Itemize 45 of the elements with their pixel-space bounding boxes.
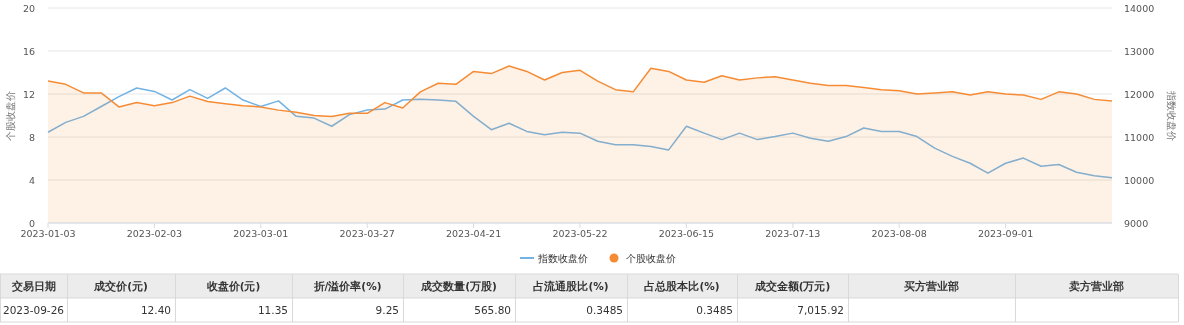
- y-tick-label: 20: [22, 2, 35, 14]
- x-tick-label: 2023-03-27: [339, 228, 395, 239]
- text: 11.35: [257, 304, 288, 316]
- x-tick-label: 2023-04-21: [445, 228, 502, 239]
- text: 折/溢价率(%): [312, 280, 382, 292]
- y2-tick-label: 10000: [1124, 174, 1155, 186]
- x-tick-label: 2023-01-03: [20, 228, 76, 239]
- y-tick-label: 4: [28, 174, 35, 186]
- x-tick-label: 2023-05-22: [552, 228, 608, 239]
- text: 7,015.92: [797, 304, 844, 316]
- y-tick-label: 0: [28, 217, 35, 229]
- text: 12.40: [140, 304, 171, 316]
- text: 交易日期: [10, 280, 56, 292]
- text: 占流通股比(%): [533, 280, 609, 292]
- y2-tick-label: 14000: [1124, 2, 1155, 14]
- text: 0.3485: [586, 304, 623, 316]
- text: 成交数量(万股): [420, 280, 497, 292]
- y-tick-label: 8: [28, 131, 35, 143]
- legend-label: 指数收盘价: [537, 253, 588, 264]
- text: 成交金额(万元): [753, 280, 831, 292]
- x-tick-label: 2023-03-01: [233, 228, 289, 239]
- x-tick-label: 2023-07-13: [765, 228, 821, 239]
- y-tick-label: 16: [22, 45, 35, 57]
- y2-tick-label: 12000: [1124, 88, 1155, 100]
- y2-tick-label: 13000: [1124, 45, 1155, 57]
- text: 卖方营业部: [1069, 280, 1124, 292]
- text: 565.80: [474, 304, 511, 316]
- text: 9.25: [375, 304, 399, 316]
- line-series: [47, 87, 1113, 179]
- y-axis-title: 个股收盘价: [5, 90, 16, 141]
- x-tick-label: 2023-02-03: [126, 228, 183, 239]
- text: 收盘价(元): [206, 280, 261, 292]
- y2-tick-label: 9000: [1124, 217, 1149, 229]
- x-tick-label: 2023-09-01: [977, 228, 1034, 239]
- y2-tick-label: 11000: [1124, 131, 1155, 143]
- text: 2023-09-26: [2, 304, 65, 316]
- legend-label: 个股收盘价: [626, 253, 676, 264]
- x-tick-label: 2023-08-08: [871, 228, 927, 239]
- text: 买方营业部: [904, 280, 959, 292]
- x-tick-label: 2023-06-15: [658, 228, 715, 239]
- text: 占总股本比(%): [644, 280, 720, 292]
- y2-axis-title: 指数收盘价: [1166, 89, 1177, 141]
- text: 0.3485: [696, 304, 733, 316]
- y-tick-label: 12: [22, 88, 35, 100]
- text: 成交价(元): [93, 280, 148, 292]
